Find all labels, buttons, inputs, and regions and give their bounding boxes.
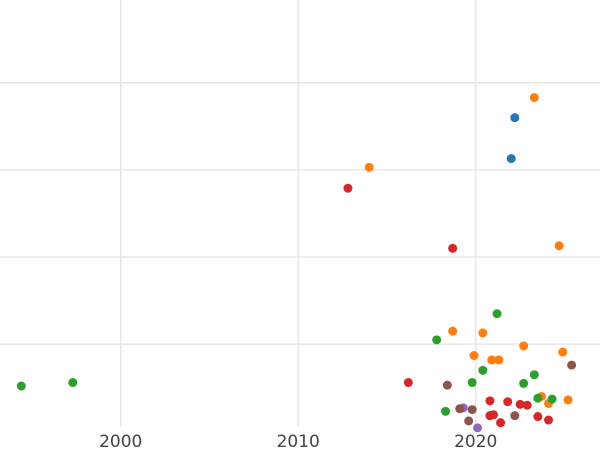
point-orange-10 xyxy=(558,347,568,357)
x-axis-ticks: 2000 2010 2020 xyxy=(99,432,497,450)
point-brown-2 xyxy=(455,404,465,414)
point-brown-6 xyxy=(567,360,577,370)
point-green-9 xyxy=(533,393,543,403)
point-brown-5 xyxy=(510,411,520,421)
x-tick-label-2010: 2010 xyxy=(277,432,320,450)
point-green-6 xyxy=(467,378,477,388)
point-red-10 xyxy=(533,412,543,422)
point-red-6 xyxy=(515,399,525,409)
point-green-10 xyxy=(547,394,557,404)
point-red-5 xyxy=(503,397,513,407)
point-red-1 xyxy=(343,183,353,193)
point-red-4 xyxy=(485,396,495,406)
point-orange-8 xyxy=(494,355,504,365)
point-brown-1 xyxy=(442,380,452,390)
point-green-7 xyxy=(529,370,539,380)
point-orange-4 xyxy=(448,326,458,336)
points-layer xyxy=(16,93,577,433)
point-green-3 xyxy=(432,335,442,345)
point-green-8 xyxy=(519,378,529,388)
point-green-2 xyxy=(68,378,78,388)
point-orange-6 xyxy=(469,351,479,361)
grid-layer xyxy=(0,0,600,427)
point-red-3 xyxy=(403,378,413,388)
point-red-9 xyxy=(488,410,498,420)
point-blue-2 xyxy=(506,154,516,164)
point-green-5 xyxy=(478,365,488,375)
point-green-11 xyxy=(441,406,451,416)
point-orange-9 xyxy=(519,341,529,351)
point-orange-1 xyxy=(529,93,539,103)
point-orange-3 xyxy=(554,241,564,251)
point-orange-2 xyxy=(364,162,374,172)
point-blue-1 xyxy=(510,113,520,123)
point-red-11 xyxy=(544,415,554,425)
x-tick-label-2020: 2020 xyxy=(454,432,497,450)
point-green-4 xyxy=(492,309,502,319)
point-brown-4 xyxy=(464,416,474,426)
point-red-7 xyxy=(522,400,532,410)
point-orange-7 xyxy=(487,355,497,365)
point-red-2 xyxy=(448,243,458,253)
point-purple-2 xyxy=(473,423,483,433)
point-red-12 xyxy=(496,418,506,428)
point-orange-13 xyxy=(563,395,573,405)
point-brown-3 xyxy=(467,405,477,415)
x-tick-label-2000: 2000 xyxy=(99,432,142,450)
point-green-1 xyxy=(16,381,26,391)
point-orange-5 xyxy=(478,328,488,338)
